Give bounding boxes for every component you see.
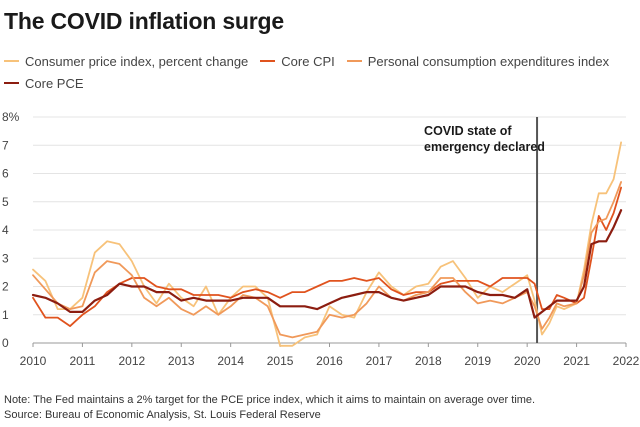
- series-line-core-pce: [31, 209, 623, 319]
- chart-title: The COVID inflation surge: [4, 8, 284, 34]
- legend-item-pce: Personal consumption expenditures index: [346, 53, 610, 69]
- footnote: Note: The Fed maintains a 2% target for …: [4, 394, 536, 406]
- y-tick-label: 1: [2, 308, 9, 322]
- x-tick-label: 2021: [563, 354, 590, 368]
- legend-label-cpi: Consumer price index, percent change: [25, 53, 249, 69]
- x-tick-label: 2013: [168, 354, 195, 368]
- y-tick-label: 4: [2, 223, 9, 237]
- series-line-pce: [32, 181, 622, 339]
- covid-annotation-line: emergency declared: [424, 140, 545, 154]
- x-tick-label: 2020: [514, 354, 541, 368]
- legend-label-core-cpi: Core CPI: [281, 53, 335, 69]
- legend-item-cpi: Consumer price index, percent change: [4, 54, 248, 69]
- x-tick-label: 2022: [613, 354, 640, 368]
- x-tick-label: 2014: [217, 354, 244, 368]
- chart-legend: Consumer price index, percent change Cor…: [4, 50, 634, 94]
- line-chart: 0 1 2 3 4 5 6 7 8% 2010 2011 2012 2013 2014 2015 2016 20…: [2, 110, 640, 368]
- x-tick-label: 2017: [366, 354, 393, 368]
- y-tick-label: 0: [2, 336, 9, 350]
- y-tick-label: 5: [2, 195, 9, 209]
- y-tick-label: 7: [2, 138, 9, 152]
- y-tick-label: 6: [2, 167, 9, 181]
- y-tick-label: 3: [2, 251, 9, 265]
- legend-swatch-cpi: [4, 60, 19, 62]
- legend-swatch-pce: [346, 60, 362, 62]
- legend-swatch-core-cpi: [260, 60, 276, 62]
- legend-item-core-cpi: Core CPI: [260, 53, 335, 69]
- legend-item-core-pce: Core PCE: [4, 76, 84, 91]
- y-tick-label: 2: [2, 280, 9, 294]
- x-tick-label: 2012: [118, 354, 145, 368]
- legend-label-pce: Personal consumption expenditures index: [367, 53, 610, 69]
- source-note: Source: Bureau of Economic Analysis, St.…: [4, 409, 321, 421]
- legend-swatch-core-pce: [4, 82, 19, 84]
- covid-annotation: COVID state of emergency declared: [424, 124, 545, 154]
- covid-annotation-line: COVID state of: [424, 124, 512, 138]
- x-tick-label: 2015: [267, 354, 294, 368]
- x-tick-label: 2016: [316, 354, 343, 368]
- y-tick-label: 8%: [2, 110, 20, 124]
- x-tick-label: 2018: [415, 354, 442, 368]
- x-tick-label: 2019: [464, 354, 491, 368]
- legend-label-core-pce: Core PCE: [25, 75, 84, 91]
- x-tick-label: 2010: [20, 354, 47, 368]
- x-tick-label: 2011: [70, 354, 96, 368]
